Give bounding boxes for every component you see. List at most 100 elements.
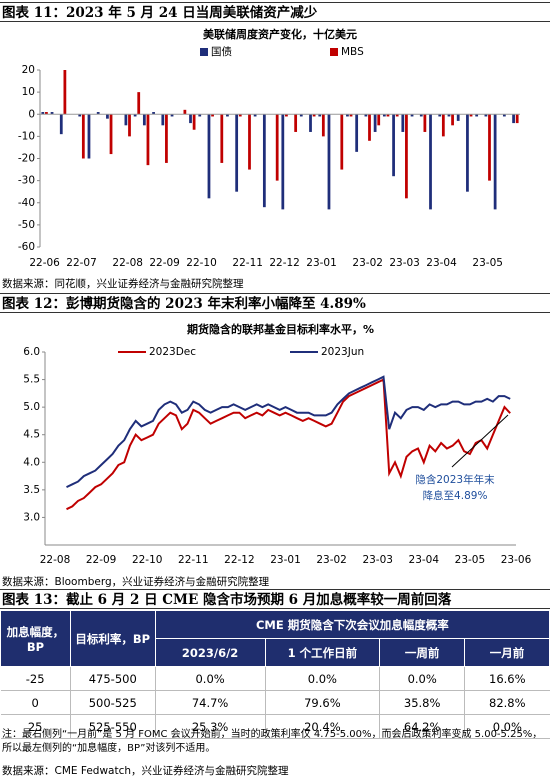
bar — [438, 114, 442, 117]
bar — [502, 114, 506, 117]
x-tick-label: 22-08 — [112, 257, 143, 269]
bar — [512, 114, 515, 124]
bar — [441, 114, 445, 137]
bar — [198, 114, 202, 117]
x-tick-label: 23-03 — [389, 257, 420, 269]
table-cell: 82.8% — [464, 690, 550, 715]
y-tick-label: -10 — [18, 130, 35, 142]
table-cell: 0.0% — [155, 666, 266, 691]
bar — [41, 112, 45, 115]
x-tick-label: 22-09 — [86, 554, 117, 566]
bar — [294, 114, 298, 132]
x-tick-label: 22-11 — [232, 257, 263, 269]
bar — [128, 114, 131, 137]
bar — [248, 114, 251, 170]
y-tick-label: -60 — [18, 241, 35, 253]
x-tick-label: 22-11 — [178, 554, 209, 566]
bar — [327, 114, 331, 210]
bar — [170, 114, 174, 117]
table-cell: 0.0% — [379, 666, 466, 691]
header-cell: CME 期货隐含下次会议加息幅度概率 — [154, 610, 550, 639]
bar — [78, 114, 82, 117]
caption: 图表 11：2023 年 5 月 24 日当周美联储资产减少 — [0, 2, 550, 22]
bar — [466, 114, 469, 192]
bar — [285, 114, 288, 117]
header-cell: 1 个工作日前 — [264, 638, 381, 667]
bar — [63, 70, 67, 115]
table-cell: 35.8% — [379, 690, 466, 715]
bar — [349, 114, 353, 117]
legend-swatch — [330, 48, 338, 56]
bar — [405, 114, 408, 199]
bar — [373, 114, 377, 132]
table-cell: 64.2% — [379, 714, 466, 739]
y-tick-label: 3.0 — [23, 511, 40, 523]
y-tick-label: 3.5 — [23, 484, 40, 496]
bar — [340, 114, 344, 170]
bar — [165, 114, 168, 163]
x-tick-label: 22-12 — [269, 257, 300, 269]
bar — [109, 114, 113, 155]
header-cell: 一月前 — [464, 638, 550, 667]
table-row: 25 525-550 25.3% 20.4% 64.2% 0.0% — [0, 714, 550, 739]
y-tick-label: 5.0 — [23, 401, 40, 413]
bar — [410, 114, 414, 117]
bar — [226, 114, 229, 117]
bar — [192, 114, 196, 130]
bar — [146, 114, 150, 166]
x-tick-label: 23-04 — [426, 257, 457, 269]
y-tick-label: -50 — [18, 219, 35, 231]
table-cell: 16.6% — [464, 666, 550, 691]
annotation: 隐含2023年年末 — [415, 473, 495, 486]
chart-title: 期货隐含的联邦基金目标利率水平，% — [187, 322, 374, 336]
x-tick-label: 22-09 — [149, 257, 180, 269]
table-cell: 74.7% — [155, 690, 266, 715]
bar — [312, 114, 316, 117]
chart: 美联储周度资产变化，十亿美元 20 10 0 -10 -20 -30 -40 -50 -60 22-… — [18, 27, 520, 269]
bar — [235, 114, 239, 192]
bar — [50, 112, 54, 115]
bar — [401, 114, 405, 132]
bar — [309, 114, 312, 132]
bar — [321, 114, 325, 137]
bar — [318, 114, 322, 117]
annotation-arrow — [451, 414, 509, 468]
legend-label: 2023Dec — [149, 346, 196, 358]
note: 注：最右侧列“一月前”是 5 月 FOMC 会议开始前，当时的政策利率仅 4.7… — [2, 729, 543, 754]
legend-swatch — [200, 48, 208, 56]
x-tick-label: 23-03 — [362, 554, 393, 566]
x-tick-label: 23-01 — [306, 257, 337, 269]
bar — [137, 92, 141, 115]
x-tick-label: 23-04 — [409, 554, 440, 566]
bar — [152, 112, 155, 115]
table-cell: 475-500 — [70, 666, 156, 691]
bar — [183, 109, 187, 115]
table-cell: 0.0% — [464, 714, 550, 739]
y-tick-label: 6.0 — [23, 346, 40, 358]
chart: 期货隐含的联邦基金目标利率水平，% 3.0 3.5 4.0 4.5 5.0 5.5 6.0 22… — [23, 322, 532, 566]
table-cell: 500-525 — [70, 690, 156, 715]
bar — [419, 114, 423, 117]
bar — [81, 114, 85, 159]
bar — [299, 114, 303, 117]
bar — [207, 114, 211, 199]
bar — [423, 114, 427, 132]
table-cell: 25.3% — [155, 714, 266, 739]
y-tick-label: 10 — [22, 86, 35, 98]
x-tick-label: 23-01 — [270, 554, 301, 566]
header-cell: 2023/6/2 — [154, 638, 266, 667]
bar — [124, 114, 128, 126]
source: 数据来源：CME Fedwatch，兴业证券经济与金融研究院整理 — [2, 765, 289, 777]
y-tick-label: -30 — [18, 175, 35, 187]
chart-title: 美联储周度资产变化，十亿美元 — [203, 27, 357, 41]
x-tick-label: 23-06 — [501, 554, 532, 566]
x-tick-label: 23-02 — [316, 554, 347, 566]
bar — [429, 114, 432, 210]
header-cell: 一周前 — [379, 638, 466, 667]
table-cell: 525-550 — [70, 714, 156, 739]
bar — [451, 114, 454, 126]
table-cell: 25 — [0, 714, 71, 739]
x-tick-label: 22-08 — [40, 554, 71, 566]
legend-label: 2023Jun — [321, 346, 364, 358]
bar — [395, 114, 399, 117]
